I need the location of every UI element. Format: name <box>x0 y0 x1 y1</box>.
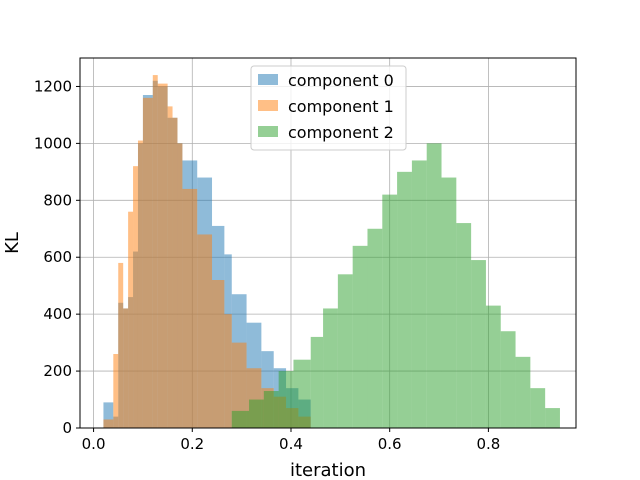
x-tick-label: 0.2 <box>180 435 204 453</box>
legend: component 0 component 1 component 2 <box>250 65 407 151</box>
histogram-bar <box>142 97 153 428</box>
histogram-bars <box>103 75 560 429</box>
x-tick-label: 0.4 <box>279 435 303 453</box>
histogram-bar <box>515 356 531 428</box>
histogram-bar <box>128 211 134 428</box>
y-tick-label: 200 <box>43 362 72 380</box>
histogram-bar <box>411 160 427 428</box>
histogram-bar <box>177 143 183 428</box>
histogram-bar <box>382 194 398 428</box>
histogram-bar <box>352 245 368 428</box>
x-tick-label: 0.0 <box>82 435 106 453</box>
legend-label: component 0 <box>288 71 394 90</box>
histogram-bar <box>103 419 114 428</box>
histogram-bar <box>231 410 250 428</box>
histogram-bar <box>310 336 324 428</box>
histogram-bar <box>530 388 546 428</box>
histogram-bar <box>485 305 501 428</box>
histogram-bar <box>263 391 279 428</box>
y-tick-label: 1200 <box>34 77 72 95</box>
histogram-bar <box>197 234 213 428</box>
legend-label: component 2 <box>288 123 394 142</box>
histogram-bar <box>167 106 173 428</box>
y-tick-label: 0 <box>62 419 72 437</box>
legend-swatch <box>258 100 278 111</box>
histogram-bar <box>182 188 198 428</box>
legend-label: component 1 <box>288 97 394 116</box>
y-tick-label: 600 <box>43 248 72 266</box>
histogram-bar <box>212 280 225 428</box>
histogram-bar <box>113 354 119 428</box>
histogram-bar <box>133 166 138 428</box>
histogram-bar <box>123 308 129 428</box>
histogram-bar <box>426 143 442 428</box>
y-axis-label: KL <box>2 232 23 254</box>
histogram-bar <box>337 274 353 428</box>
histogram-bar <box>293 359 311 428</box>
histogram-bar <box>367 228 383 428</box>
histogram-bar <box>545 408 560 428</box>
legend-swatch <box>258 126 278 137</box>
histogram-bar <box>157 83 168 428</box>
x-axis-ticks: 0.0 0.2 0.4 0.6 0.8 <box>82 428 500 453</box>
x-tick-label: 0.6 <box>378 435 402 453</box>
x-axis-label: iteration <box>290 460 366 480</box>
x-tick-label: 0.8 <box>476 435 500 453</box>
histogram-bar <box>500 331 516 428</box>
histogram-bar <box>278 371 294 428</box>
histogram-bar <box>323 308 338 428</box>
histogram-bar <box>103 402 114 428</box>
histogram-bar <box>471 260 486 428</box>
histogram-bar <box>118 262 124 428</box>
histogram-bar <box>152 75 158 429</box>
histogram-bar <box>397 171 412 428</box>
histogram-bar <box>249 399 264 428</box>
legend-swatch <box>258 74 278 85</box>
histogram-bar <box>456 223 472 428</box>
histogram-bar <box>224 314 232 428</box>
y-tick-label: 400 <box>43 305 72 323</box>
legend-box <box>250 65 407 151</box>
plot-frame <box>79 57 577 429</box>
y-axis-ticks: 0 200 400 600 800 1000 1200 <box>34 77 80 437</box>
histogram-bar <box>441 177 457 428</box>
histogram-bar <box>231 342 247 428</box>
histogram-bar <box>137 140 143 429</box>
series-2-bars <box>231 143 560 428</box>
y-tick-label: 1000 <box>34 134 72 152</box>
histogram-bar <box>172 117 178 429</box>
y-tick-label: 800 <box>43 191 72 209</box>
